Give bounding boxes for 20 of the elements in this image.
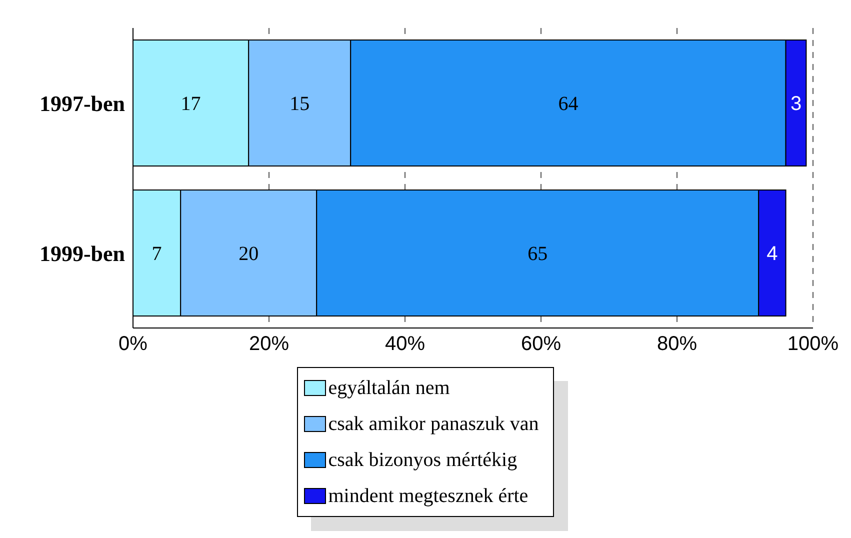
- y-tick-label: 1997-ben: [39, 90, 125, 116]
- data-label: 15: [290, 93, 310, 116]
- data-label: 4: [766, 243, 778, 266]
- data-label: 20: [238, 243, 259, 266]
- data-label: 3: [790, 93, 802, 116]
- legend-label: csak amikor panaszuk van: [328, 412, 539, 436]
- y-tick-label: 1999-ben: [39, 240, 125, 266]
- x-tick-label: 60%: [520, 333, 562, 356]
- data-label: 65: [528, 243, 548, 266]
- x-tick-label: 0%: [118, 333, 148, 356]
- x-tick-label: 80%: [656, 333, 698, 356]
- x-tick-label: 20%: [248, 333, 290, 356]
- legend-label: csak bizonyos mértékig: [328, 448, 518, 472]
- legend-label: mindent megtesznek érte: [328, 484, 528, 508]
- x-tick-label: 100%: [787, 333, 839, 356]
- data-label: 17: [180, 93, 201, 116]
- data-label: 64: [558, 93, 578, 116]
- data-label: 7: [152, 243, 162, 266]
- legend-label: egyáltalán nem: [328, 376, 450, 400]
- x-tick-label: 40%: [384, 333, 426, 356]
